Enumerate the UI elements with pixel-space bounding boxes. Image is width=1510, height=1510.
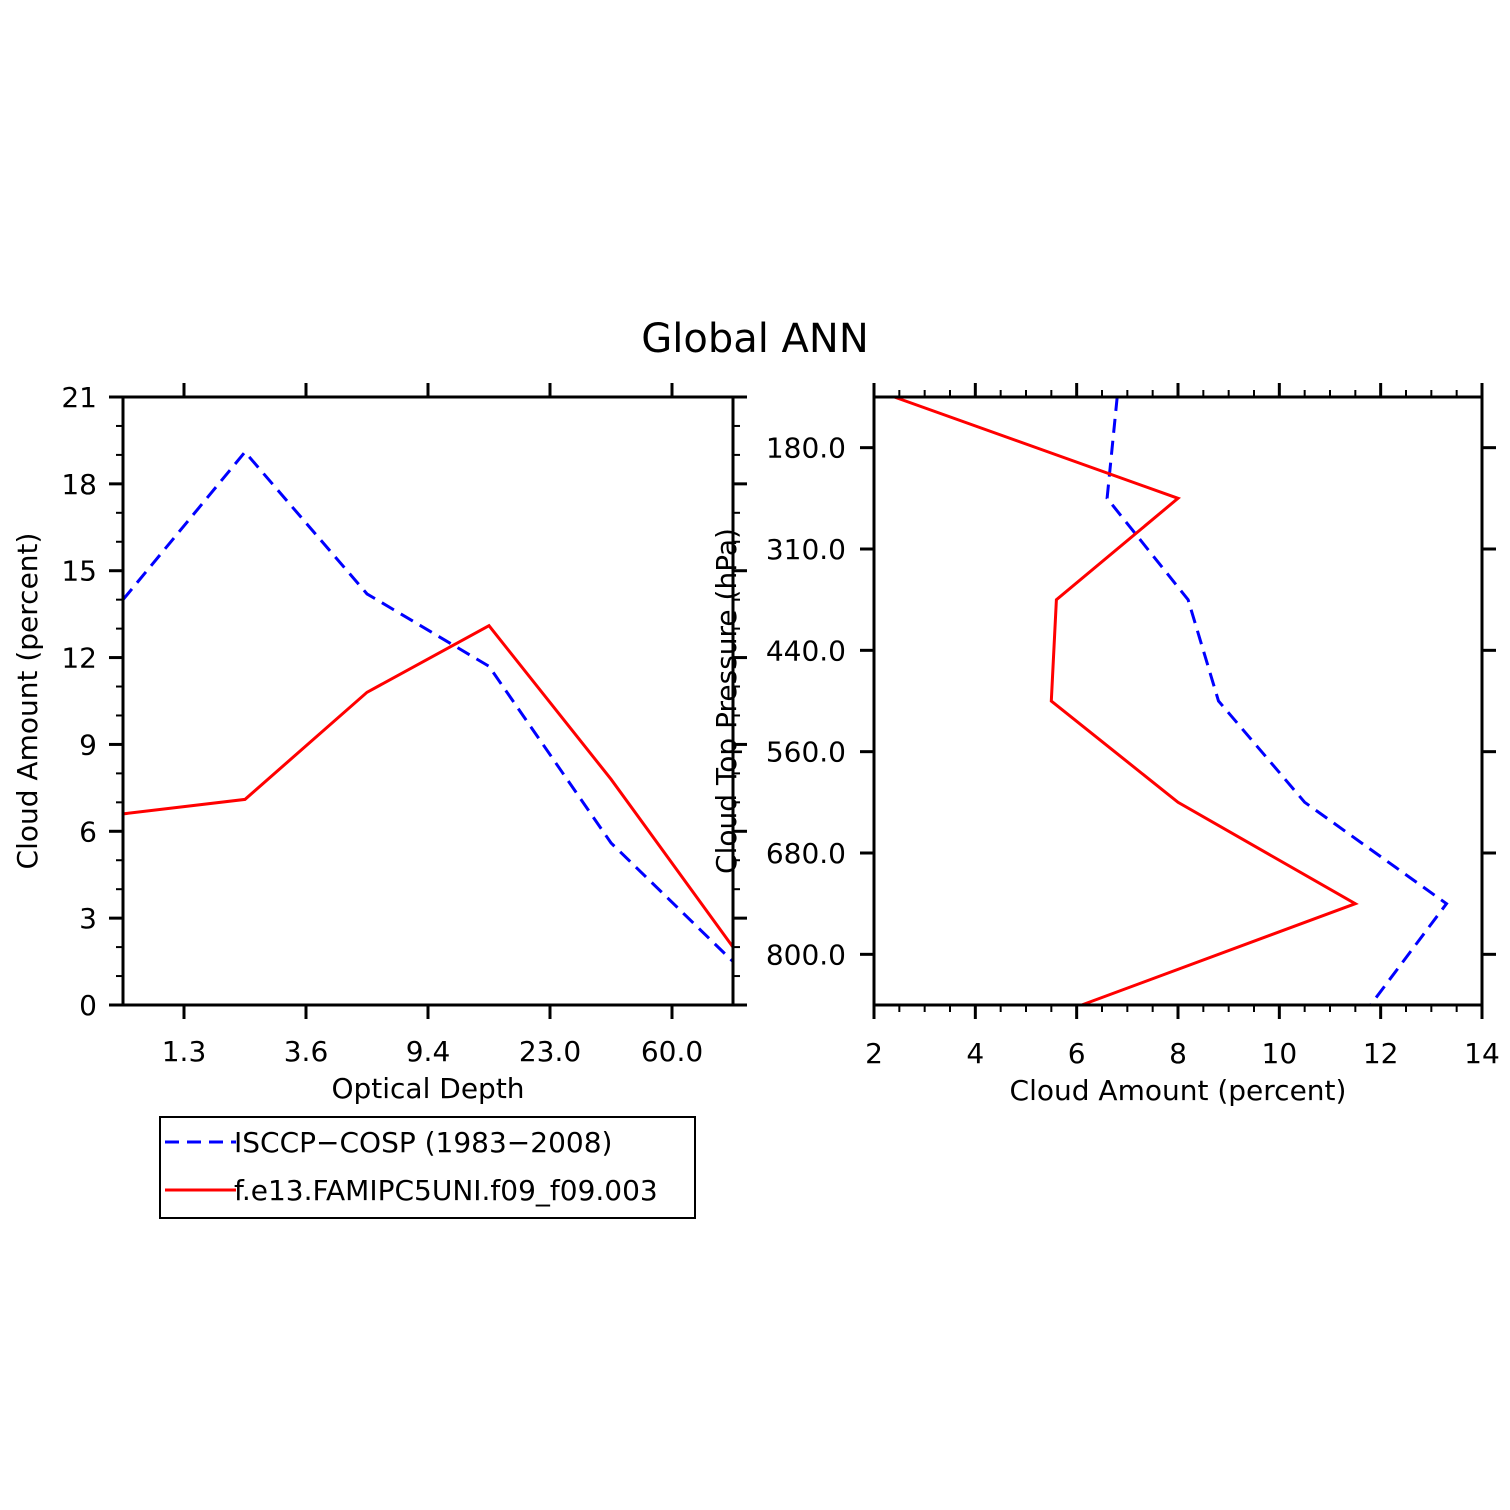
left-y-tick-label: 6: [79, 815, 97, 848]
right-panel-series: [893, 395, 1449, 1007]
optical-depth-panel: 0 3 6 9 12 15 18 21 1.3 3.6 9.4 23.0 60.0 Optical De…: [11, 381, 747, 1105]
legend-label-obs: ISCCP−COSP (1983−2008): [234, 1126, 612, 1159]
left-y-tick-label: 18: [61, 468, 97, 501]
left-panel-ticks: 0 3 6 9 12 15 18 21 1.3 3.6 9.4 23.0 60.0: [61, 381, 747, 1068]
left-plot-frame: [121, 395, 735, 1007]
right-y-tick-label: 800.0: [766, 938, 846, 971]
right-x-tick-label: 4: [966, 1037, 984, 1070]
right-x-tick-label: 2: [865, 1037, 883, 1070]
right-plot-frame: [872, 395, 1484, 1007]
right-x-tick-label: 6: [1068, 1037, 1086, 1070]
legend-label-model: f.e13.FAMIPC5UNI.f09_f09.003: [234, 1174, 658, 1207]
left-x-tick-label: 9.4: [406, 1035, 451, 1068]
right-x-tick-label: 14: [1464, 1037, 1500, 1070]
legend: ISCCP−COSP (1983−2008) f.e13.FAMIPC5UNI.…: [159, 1116, 696, 1219]
left-x-tick-label: 60.0: [641, 1035, 703, 1068]
right-x-axis-label: Cloud Amount (percent): [1010, 1074, 1347, 1107]
left-y-tick-label: 15: [61, 555, 97, 588]
right-x-tick-label: 8: [1169, 1037, 1187, 1070]
right-series-obs-line: [1105, 396, 1449, 1006]
left-series-model-line: [122, 623, 735, 948]
left-x-axis-label: Optical Depth: [331, 1072, 524, 1105]
left-x-tick-label: 23.0: [519, 1035, 581, 1068]
cloud-top-pressure-panel: 2 4 6 8 10 12 14 180.0 310.0 440.0 560.0 680.0 800.0…: [710, 383, 1500, 1107]
left-panel-series: [121, 449, 735, 963]
legend-box: [159, 1116, 696, 1219]
left-x-tick-label: 1.3: [162, 1035, 207, 1068]
figure-title: Global ANN: [641, 316, 869, 362]
left-y-tick-label: 0: [79, 989, 97, 1022]
right-y-tick-label: 180.0: [766, 432, 846, 465]
left-y-tick-label: 12: [61, 642, 97, 675]
left-y-tick-label: 21: [61, 381, 97, 414]
right-y-tick-label: 680.0: [766, 837, 846, 870]
right-series-model-line: [893, 395, 1359, 1007]
left-y-tick-label: 9: [79, 728, 97, 761]
left-y-tick-label: 3: [79, 902, 97, 935]
right-x-tick-label: 10: [1262, 1037, 1298, 1070]
right-y-axis-label: Cloud Top Pressure (hPa): [710, 528, 743, 874]
right-panel-ticks: 2 4 6 8 10 12 14 180.0 310.0 440.0 560.0 680.0 800.0: [766, 383, 1500, 1070]
right-y-tick-label: 560.0: [766, 736, 846, 769]
right-x-tick-label: 12: [1363, 1037, 1399, 1070]
right-y-tick-label: 440.0: [766, 634, 846, 667]
left-y-axis-label: Cloud Amount (percent): [11, 533, 44, 870]
left-series-obs-line: [121, 449, 735, 963]
right-y-tick-label: 310.0: [766, 533, 846, 566]
left-x-tick-label: 3.6: [284, 1035, 329, 1068]
